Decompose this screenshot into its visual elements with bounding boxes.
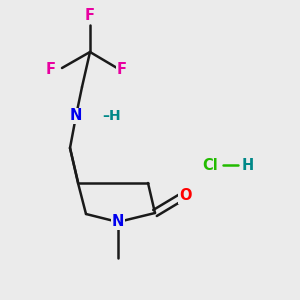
Text: N: N: [70, 109, 82, 124]
Text: F: F: [117, 62, 127, 77]
Text: N: N: [112, 214, 124, 230]
Text: H: H: [242, 158, 254, 172]
Text: Cl: Cl: [202, 158, 218, 172]
Text: F: F: [85, 8, 95, 22]
Text: O: O: [179, 188, 191, 203]
Text: –H: –H: [102, 109, 121, 123]
Text: F: F: [46, 62, 56, 77]
